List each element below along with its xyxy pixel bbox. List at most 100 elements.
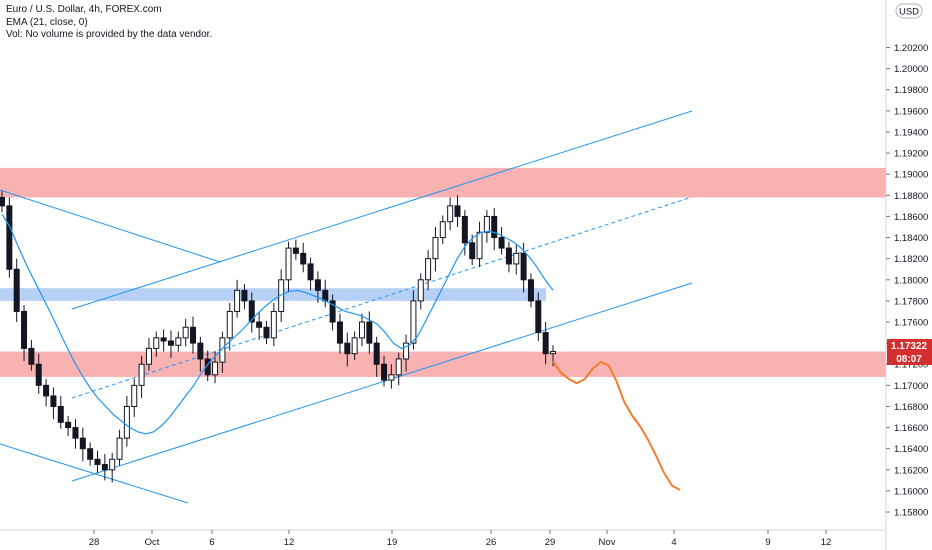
price-tick-label: 1.17800: [894, 296, 928, 307]
candle[interactable]: [381, 355, 388, 387]
candle[interactable]: [175, 331, 182, 352]
candle[interactable]: [483, 210, 490, 243]
candle-body: [388, 374, 395, 381]
candle[interactable]: [498, 226, 505, 255]
candle[interactable]: [226, 303, 233, 351]
candle-body: [87, 448, 94, 460]
candle[interactable]: [388, 364, 395, 389]
candle[interactable]: [461, 210, 468, 256]
candle-body: [212, 361, 219, 376]
candle[interactable]: [101, 453, 108, 481]
candle[interactable]: [6, 197, 13, 278]
candle[interactable]: [527, 273, 534, 308]
candle[interactable]: [145, 337, 152, 371]
candle[interactable]: [417, 273, 424, 310]
candle[interactable]: [344, 332, 351, 367]
candle[interactable]: [116, 429, 123, 466]
candle[interactable]: [351, 331, 358, 361]
candle[interactable]: [131, 379, 138, 418]
price-tick-label: 1.20000: [894, 64, 928, 75]
candle[interactable]: [13, 258, 20, 323]
ema-21-line[interactable]: [1, 213, 554, 435]
candle[interactable]: [535, 292, 542, 342]
candle[interactable]: [87, 442, 94, 466]
candle[interactable]: [219, 331, 226, 373]
candle[interactable]: [425, 250, 432, 291]
candle[interactable]: [153, 331, 160, 357]
candle[interactable]: [256, 311, 263, 340]
candle[interactable]: [28, 339, 35, 371]
candle-body: [57, 405, 64, 423]
candle[interactable]: [292, 239, 299, 260]
candle[interactable]: [182, 318, 189, 347]
candle[interactable]: [366, 311, 373, 354]
candle[interactable]: [197, 336, 204, 372]
candle[interactable]: [65, 415, 72, 437]
candle[interactable]: [454, 195, 461, 227]
currency-button[interactable]: [895, 3, 923, 19]
candle-body: [131, 384, 138, 407]
candle[interactable]: [94, 450, 101, 473]
candle[interactable]: [476, 221, 483, 268]
candle[interactable]: [167, 330, 174, 358]
candle[interactable]: [469, 234, 476, 265]
candle-body: [123, 405, 130, 439]
candle[interactable]: [432, 226, 439, 272]
candle[interactable]: [278, 269, 285, 323]
candle[interactable]: [79, 427, 86, 462]
lower-channel-line[interactable]: [71, 282, 693, 482]
candle-body: [226, 310, 233, 339]
candle[interactable]: [123, 395, 130, 447]
candle[interactable]: [447, 197, 454, 231]
candle[interactable]: [336, 313, 343, 354]
candle[interactable]: [57, 395, 64, 429]
candle[interactable]: [50, 387, 57, 420]
candle[interactable]: [373, 336, 380, 377]
mid-channel-dashed-line[interactable]: [71, 196, 693, 399]
candle-body: [153, 337, 160, 349]
candle-body: [116, 437, 123, 460]
upper-channel-line[interactable]: [71, 110, 693, 310]
chart-legend: Euro / U.S. Dollar, 4h, FOREX.com EMA (2…: [6, 4, 212, 42]
candle[interactable]: [263, 320, 270, 345]
ema-legend[interactable]: EMA (21, close, 0): [6, 16, 88, 28]
candle[interactable]: [403, 334, 410, 372]
candle[interactable]: [35, 353, 42, 394]
candle[interactable]: [300, 242, 307, 273]
candle[interactable]: [358, 313, 365, 347]
candle[interactable]: [513, 244, 520, 275]
candle[interactable]: [241, 284, 248, 310]
candle-body: [366, 321, 373, 344]
candle[interactable]: [138, 355, 145, 399]
candle[interactable]: [21, 305, 28, 362]
candle[interactable]: [491, 207, 498, 251]
candle[interactable]: [43, 379, 50, 407]
candle[interactable]: [542, 322, 549, 365]
countdown-badge: [887, 352, 932, 365]
candle[interactable]: [439, 215, 446, 244]
candle[interactable]: [190, 316, 197, 354]
candle[interactable]: [395, 352, 402, 386]
candle[interactable]: [72, 419, 79, 449]
upper-wedge-line[interactable]: [0, 189, 221, 263]
candle[interactable]: [329, 294, 336, 331]
candle[interactable]: [204, 350, 211, 382]
candle[interactable]: [270, 303, 277, 347]
symbol-title[interactable]: Euro / U.S. Dollar, 4h, FOREX.com: [6, 4, 162, 15]
candle[interactable]: [285, 241, 292, 293]
projection-path[interactable]: [552, 360, 681, 491]
candle[interactable]: [248, 292, 255, 333]
candle[interactable]: [160, 329, 167, 352]
candle[interactable]: [505, 241, 512, 273]
time-tick-label: 19: [387, 537, 398, 548]
candle-body: [256, 321, 263, 328]
candle-body: [270, 310, 277, 339]
candle[interactable]: [0, 191, 5, 213]
candle[interactable]: [410, 290, 417, 350]
lower-wedge-line[interactable]: [0, 443, 189, 504]
candle[interactable]: [109, 452, 116, 483]
candle-body: [520, 252, 527, 281]
candle[interactable]: [307, 257, 314, 291]
candle[interactable]: [234, 279, 241, 318]
